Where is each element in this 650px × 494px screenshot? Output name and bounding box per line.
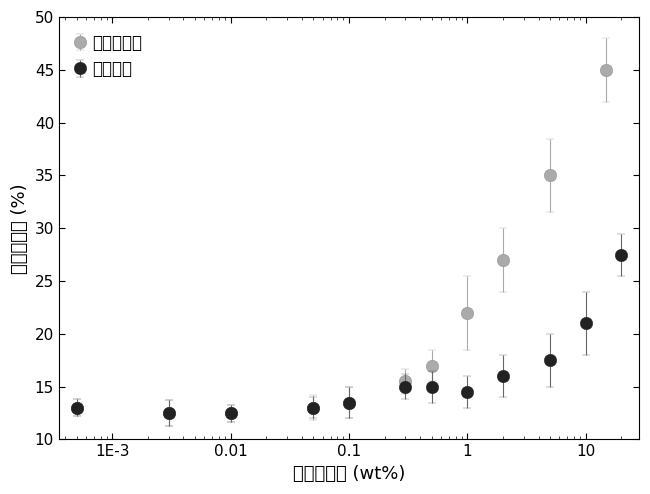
Y-axis label: 活性闭环率 (%): 活性闭环率 (%) [11, 183, 29, 274]
X-axis label: 聚合物浓度 (wt%): 聚合物浓度 (wt%) [292, 465, 405, 483]
Legend: 羟基喜树碱, 拓扑替康: 羟基喜树碱, 拓扑替康 [67, 26, 151, 86]
